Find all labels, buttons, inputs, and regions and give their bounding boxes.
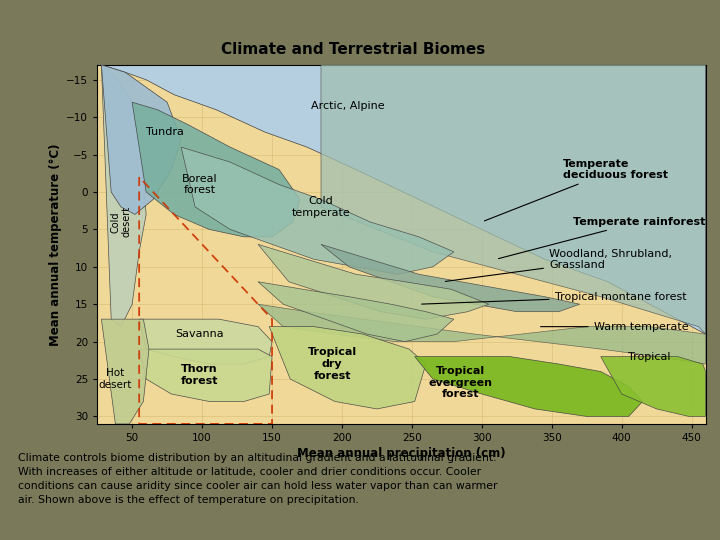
Text: Cold
desert: Cold desert bbox=[110, 206, 132, 238]
Text: Warm temperate: Warm temperate bbox=[541, 322, 688, 332]
Text: Tropical
dry
forest: Tropical dry forest bbox=[307, 347, 356, 381]
Polygon shape bbox=[102, 65, 706, 334]
Polygon shape bbox=[258, 244, 489, 319]
Text: Arctic, Alpine: Arctic, Alpine bbox=[311, 101, 384, 111]
Text: Tundra: Tundra bbox=[146, 127, 184, 137]
Polygon shape bbox=[139, 319, 272, 364]
Polygon shape bbox=[102, 65, 146, 327]
Polygon shape bbox=[102, 65, 181, 214]
Polygon shape bbox=[269, 327, 426, 409]
X-axis label: Mean annual precipitation (cm): Mean annual precipitation (cm) bbox=[297, 447, 505, 460]
Text: Savanna: Savanna bbox=[175, 329, 224, 339]
Text: Climate and Terrestrial Biomes: Climate and Terrestrial Biomes bbox=[220, 43, 485, 57]
Y-axis label: Mean annual temperature (°C): Mean annual temperature (°C) bbox=[49, 143, 62, 346]
Text: Tropical: Tropical bbox=[629, 352, 671, 362]
Text: Thorn
forest: Thorn forest bbox=[181, 364, 218, 386]
Polygon shape bbox=[102, 319, 149, 424]
Text: Tropical montane forest: Tropical montane forest bbox=[422, 292, 686, 304]
Polygon shape bbox=[415, 356, 643, 416]
Polygon shape bbox=[181, 147, 454, 274]
Polygon shape bbox=[321, 244, 580, 312]
Text: Boreal
forest: Boreal forest bbox=[181, 174, 217, 195]
Text: Woodland, Shrubland,
Grassland: Woodland, Shrubland, Grassland bbox=[446, 248, 672, 281]
Polygon shape bbox=[258, 282, 454, 342]
Text: Hot
desert: Hot desert bbox=[99, 368, 132, 390]
Polygon shape bbox=[258, 304, 706, 364]
Text: Temperate
deciduous forest: Temperate deciduous forest bbox=[485, 159, 668, 221]
Polygon shape bbox=[132, 102, 300, 237]
Text: Temperate rainforest: Temperate rainforest bbox=[498, 217, 705, 259]
Text: Climate controls biome distribution by an altitudinal gradient and a latitudinal: Climate controls biome distribution by a… bbox=[18, 454, 498, 505]
Text: Cold
temperate: Cold temperate bbox=[292, 196, 351, 218]
Polygon shape bbox=[600, 356, 706, 416]
Polygon shape bbox=[139, 349, 272, 401]
Polygon shape bbox=[321, 65, 706, 334]
Text: Tropical
evergreen
forest: Tropical evergreen forest bbox=[429, 366, 493, 400]
